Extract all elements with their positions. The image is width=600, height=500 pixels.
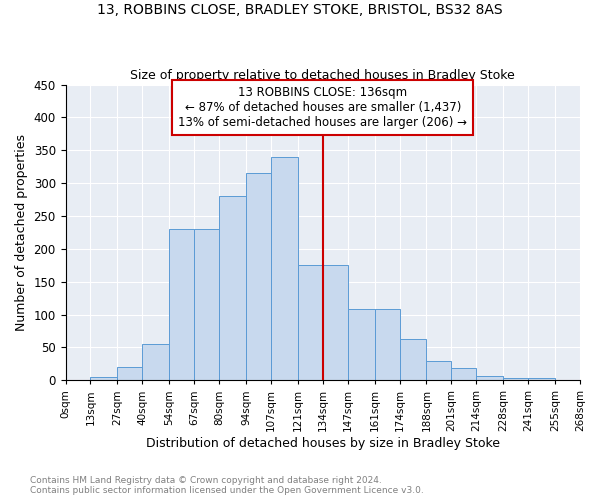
Y-axis label: Number of detached properties: Number of detached properties	[15, 134, 28, 331]
Bar	[528, 378, 555, 380]
Text: Contains HM Land Registry data © Crown copyright and database right 2024.
Contai: Contains HM Land Registry data © Crown c…	[30, 476, 424, 495]
Bar	[374, 310, 400, 380]
Bar	[246, 174, 271, 380]
Bar	[91, 377, 118, 380]
Bar	[503, 378, 528, 380]
Bar	[323, 266, 348, 380]
Bar	[142, 344, 169, 381]
Bar	[348, 310, 374, 380]
Bar	[298, 266, 323, 380]
Bar	[169, 229, 194, 380]
Bar	[271, 157, 298, 380]
Bar	[400, 339, 427, 380]
Bar	[194, 229, 219, 380]
Text: 13 ROBBINS CLOSE: 136sqm
← 87% of detached houses are smaller (1,437)
13% of sem: 13 ROBBINS CLOSE: 136sqm ← 87% of detach…	[178, 86, 467, 129]
Bar	[118, 367, 142, 380]
Title: Size of property relative to detached houses in Bradley Stoke: Size of property relative to detached ho…	[130, 69, 515, 82]
Bar	[427, 360, 451, 380]
Bar	[219, 196, 246, 380]
Text: 13, ROBBINS CLOSE, BRADLEY STOKE, BRISTOL, BS32 8AS: 13, ROBBINS CLOSE, BRADLEY STOKE, BRISTO…	[97, 2, 503, 16]
Bar	[451, 368, 476, 380]
Bar	[476, 376, 503, 380]
X-axis label: Distribution of detached houses by size in Bradley Stoke: Distribution of detached houses by size …	[146, 437, 500, 450]
